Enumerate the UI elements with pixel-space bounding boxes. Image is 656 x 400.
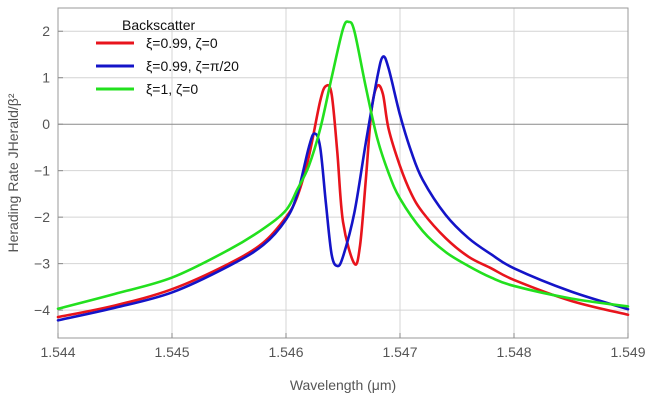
legend-label-1: ξ=0.99, ζ=0 [146,35,218,51]
x-tick-label: 1.544 [40,344,75,360]
axes [57,7,629,339]
y-axis-label: Herading Rate JHerald/β² [5,93,21,252]
series-line-2 [56,55,630,322]
x-tick-label: 1.547 [382,344,417,360]
legend-title: Backscatter [122,17,195,33]
x-tick-label: 1.546 [268,344,303,360]
x-tick-label: 1.548 [496,344,531,360]
y-tick-label: 2 [42,23,50,39]
y-tick-label: 0 [42,116,50,132]
y-tick-label: −1 [34,163,50,179]
plot-frame [57,7,629,339]
y-tick-label: 1 [42,70,50,86]
legend-label-2: ξ=0.99, ζ=π/20 [146,58,239,74]
series-group [56,20,630,322]
y-tick-label: −4 [34,302,50,318]
series-line-1 [56,83,630,319]
y-tick-label: −2 [34,209,50,225]
y-tick-label: −3 [34,256,50,272]
x-tick-label: 1.549 [610,344,645,360]
x-axis-label: Wavelength (μm) [290,377,396,393]
legend: Backscatter ξ=0.99, ζ=0 ξ=0.99, ζ=π/20 ξ=1,… [96,17,239,97]
tick-labels: 1.544 1.545 1.546 1.547 1.548 1.549 2 1 0 −1 −2 −3 −… [34,23,646,360]
grid [57,8,629,338]
x-tick-label: 1.545 [154,344,189,360]
series-line-3 [56,20,630,311]
legend-label-3: ξ=1, ζ=0 [146,81,198,97]
